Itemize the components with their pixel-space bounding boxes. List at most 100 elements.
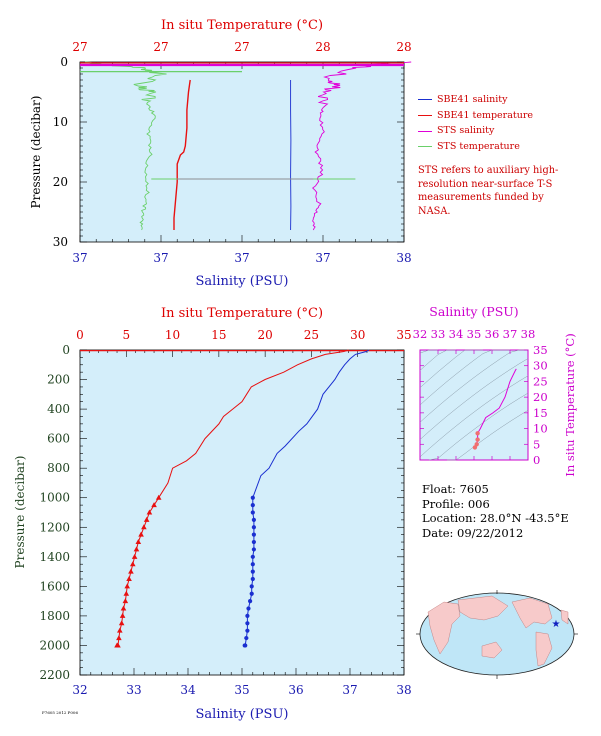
main-temp-tick-label: 15 bbox=[211, 328, 226, 342]
map-asia bbox=[457, 595, 509, 621]
legend: SBE41 salinity SBE41 temperature STS sal… bbox=[418, 92, 533, 155]
salinity-sample-point bbox=[251, 539, 256, 545]
float-location-marker: ★ bbox=[552, 619, 561, 630]
main-pressure-tick-label: 800 bbox=[47, 461, 70, 475]
top-temp-tick-label: 28 bbox=[315, 40, 330, 54]
temperature-sample-point bbox=[146, 509, 153, 515]
world-map: ★ bbox=[416, 590, 578, 679]
main-sal-tick-label: 37 bbox=[342, 683, 357, 697]
ts-temp-tick-label: 15 bbox=[533, 406, 548, 420]
ts-sample-point bbox=[475, 431, 480, 436]
main-pressure-tick-label: 2000 bbox=[39, 638, 70, 652]
density-contour bbox=[419, 358, 529, 440]
main-pressure-axis-title: Pressure (decibar) bbox=[13, 456, 27, 569]
top-sal-tick-label: 37 bbox=[153, 251, 168, 265]
salinity-sample-point bbox=[246, 606, 251, 611]
map-africa-europe bbox=[427, 601, 461, 655]
ts-sample-point bbox=[472, 445, 478, 450]
salinity-sample-point bbox=[250, 510, 255, 515]
density-contour bbox=[428, 392, 529, 461]
main-sal-tick-label: 32 bbox=[72, 683, 87, 697]
ts-sal-tick-label: 34 bbox=[449, 327, 464, 341]
temperature-sample-point bbox=[114, 642, 120, 648]
main-sal-tick-label: 38 bbox=[396, 683, 411, 697]
top-pressure-tick-label: 20 bbox=[53, 175, 68, 189]
top-pressure-tick-labels: 0 10 20 30 bbox=[53, 55, 68, 249]
temperature-sample-point bbox=[116, 635, 122, 641]
top-temp-tick-labels: 27 27 27 28 28 bbox=[72, 40, 411, 54]
legend-swatch bbox=[418, 99, 432, 101]
temperature-sample-point bbox=[120, 605, 127, 611]
temperature-sample-point bbox=[126, 575, 132, 581]
sts-temperature-line bbox=[80, 61, 167, 231]
salinity-sample-point bbox=[250, 576, 255, 582]
top-sal-tick-label: 37 bbox=[234, 251, 249, 265]
top-plot-area bbox=[79, 61, 405, 243]
map-north-america bbox=[511, 597, 553, 629]
main-temp-tick-label: 10 bbox=[165, 328, 180, 342]
salinity-sample-point bbox=[250, 569, 255, 574]
map-frame-ticks bbox=[416, 590, 578, 679]
temperature-deep-line bbox=[117, 497, 160, 646]
salinity-profile-line bbox=[252, 349, 370, 498]
salinity-sample-point bbox=[245, 613, 250, 619]
salinity-sample-point bbox=[251, 532, 256, 537]
salinity-sample-point bbox=[242, 643, 247, 648]
main-panel: In situ Temperature (°C) 0 5 10 15 20 25 30 35 … bbox=[13, 306, 412, 722]
density-contour bbox=[419, 349, 456, 371]
salinity-sample-point bbox=[250, 562, 255, 567]
density-contour bbox=[447, 410, 529, 461]
legend-label: STS salinity bbox=[437, 125, 495, 137]
legend-entry-sbe41-salinity: SBE41 salinity bbox=[418, 92, 533, 108]
sts-note: STS refers to auxiliary high-resolution … bbox=[418, 165, 559, 217]
profile-number: Profile: 006 bbox=[422, 496, 490, 511]
main-pressure-tick-label: 1200 bbox=[39, 520, 70, 534]
ts-sal-tick-label: 32 bbox=[413, 327, 428, 341]
top-temp-tick-label: 28 bbox=[396, 40, 411, 54]
main-series bbox=[80, 349, 404, 648]
temperature-sample-point bbox=[151, 502, 157, 508]
salinity-sample-point bbox=[250, 495, 255, 500]
density-contour bbox=[419, 349, 483, 388]
temperature-sample-point bbox=[123, 590, 130, 596]
ts-density-contours bbox=[419, 349, 529, 461]
main-temp-tick-label: 0 bbox=[76, 328, 84, 342]
main-pressure-tick-label: 1800 bbox=[39, 609, 70, 623]
top-pressure-tick-label: 0 bbox=[60, 55, 68, 69]
top-series bbox=[80, 61, 412, 231]
top-temp-tick-label: 27 bbox=[153, 40, 168, 54]
top-pressure-tick-label: 10 bbox=[53, 115, 68, 129]
legend-label: SBE41 salinity bbox=[437, 94, 508, 105]
temperature-profile-line bbox=[158, 349, 349, 498]
main-temp-tick-label: 35 bbox=[396, 328, 411, 342]
location: Location: 28.0°N -43.5°E bbox=[422, 511, 569, 525]
map-continents bbox=[427, 595, 569, 667]
temperature-sample-point bbox=[155, 494, 162, 500]
legend-swatch bbox=[418, 115, 432, 117]
ts-tick-marks bbox=[419, 349, 529, 461]
main-sal-tick-label: 33 bbox=[126, 683, 141, 697]
sts-salinity-line bbox=[312, 61, 412, 231]
density-contour bbox=[419, 375, 529, 458]
temperature-sample-point bbox=[124, 583, 131, 589]
ts-temp-tick-label: 5 bbox=[533, 437, 540, 451]
salinity-sample-point bbox=[251, 547, 256, 552]
ts-plot-area bbox=[419, 349, 529, 461]
ts-sample-point bbox=[475, 437, 480, 442]
temperature-sample-point bbox=[141, 524, 147, 530]
temperature-sample-point bbox=[138, 531, 144, 537]
top-temp-axis-title: In situ Temperature (°C) bbox=[161, 18, 323, 33]
sbe41-temperature-line bbox=[173, 79, 191, 230]
legend-label: STS temperature bbox=[437, 141, 520, 153]
map-europe-east bbox=[560, 609, 569, 625]
main-sal-axis-title: Salinity (PSU) bbox=[196, 707, 289, 722]
top-sal-tick-label: 37 bbox=[315, 251, 330, 265]
temperature-sample-point bbox=[119, 612, 126, 618]
ts-temp-tick-label: 0 bbox=[533, 453, 540, 467]
ts-sal-axis-title: Salinity (PSU) bbox=[429, 304, 518, 319]
legend-swatch bbox=[418, 130, 432, 132]
salinity-sample-point bbox=[251, 517, 256, 522]
main-pressure-tick-label: 1600 bbox=[39, 579, 70, 593]
salinity-sample-point bbox=[248, 599, 253, 604]
